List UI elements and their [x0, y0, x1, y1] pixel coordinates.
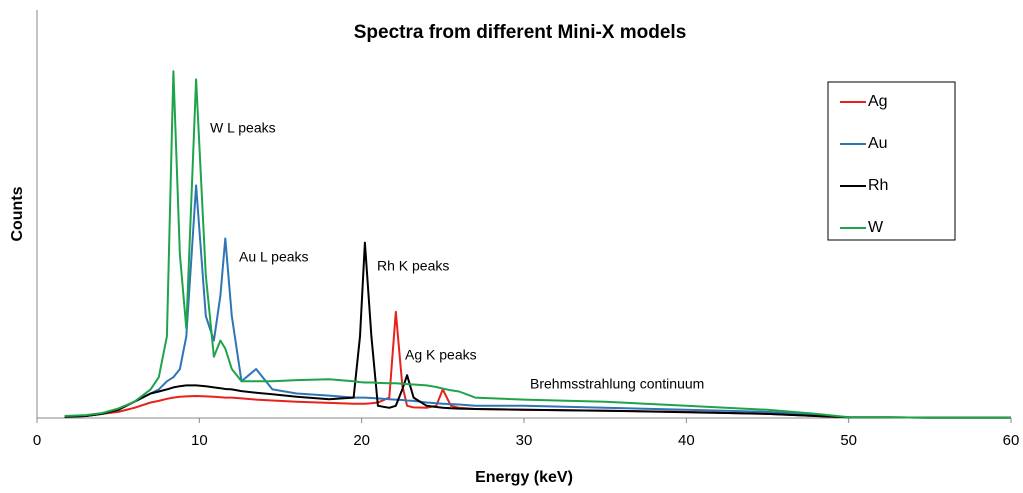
legend-label: W — [868, 219, 884, 236]
annotation: Brehmsstrahlung continuum — [530, 376, 704, 392]
legend-box — [827, 81, 956, 241]
y-axis-label: Counts — [9, 186, 26, 241]
x-tick-label: 40 — [678, 432, 695, 449]
x-tick-label: 60 — [1003, 432, 1020, 449]
legend-label: Rh — [868, 177, 888, 194]
legend-label: Au — [868, 135, 888, 152]
series-line — [64, 241, 1011, 419]
annotation: Au L peaks — [239, 249, 309, 265]
series-line — [64, 70, 1011, 419]
series-line — [64, 184, 1011, 419]
chart-title: Spectra from different Mini-X models — [354, 22, 687, 43]
x-axis-label: Energy (keV) — [475, 469, 573, 486]
annotation: Ag K peaks — [405, 347, 477, 363]
x-tick-label: 50 — [840, 432, 857, 449]
x-tick-label: 0 — [33, 432, 41, 449]
legend-label: Ag — [868, 93, 888, 110]
x-tick-label: 10 — [191, 432, 208, 449]
x-tick-label: 20 — [353, 432, 370, 449]
x-tick-label: 30 — [516, 432, 533, 449]
annotation: Rh K peaks — [377, 258, 449, 274]
annotation: W L peaks — [210, 120, 276, 136]
series-line — [64, 310, 1011, 419]
